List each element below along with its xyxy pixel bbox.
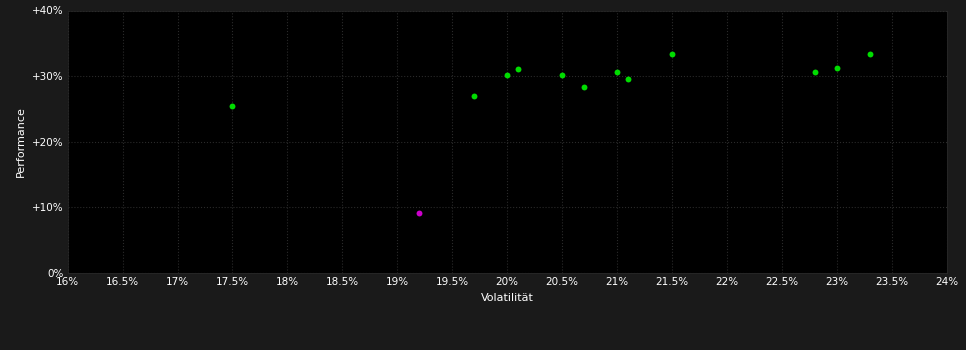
Point bbox=[807, 69, 822, 75]
Point bbox=[554, 72, 570, 78]
Point bbox=[577, 84, 592, 90]
Point bbox=[499, 72, 515, 78]
Point bbox=[225, 103, 241, 108]
Point bbox=[620, 76, 636, 82]
Point bbox=[665, 52, 680, 57]
Point bbox=[467, 93, 482, 99]
Point bbox=[829, 65, 844, 71]
Point bbox=[412, 210, 427, 215]
X-axis label: Volatilität: Volatilität bbox=[481, 293, 533, 303]
Y-axis label: Performance: Performance bbox=[16, 106, 26, 177]
Point bbox=[610, 69, 625, 74]
Point bbox=[510, 66, 526, 72]
Point bbox=[862, 52, 877, 57]
